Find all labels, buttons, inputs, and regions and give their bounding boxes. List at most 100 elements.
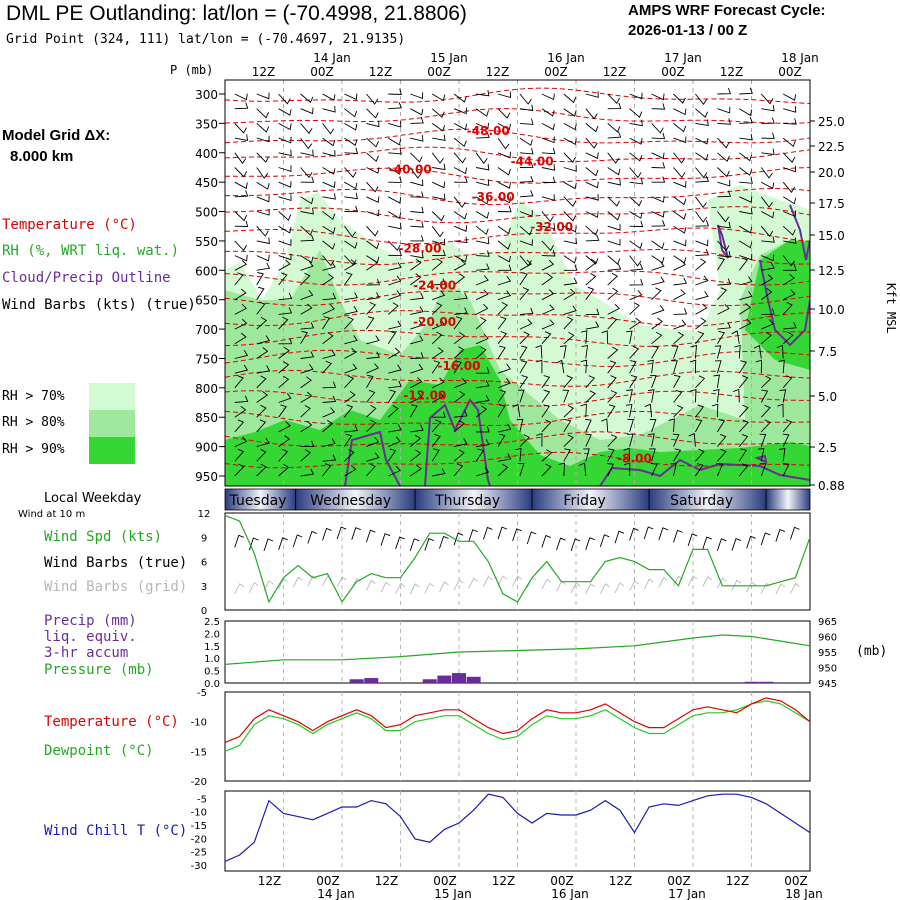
wind-barb: [344, 335, 358, 345]
wind-barb: [541, 319, 555, 330]
top-hour-label: 00Z: [427, 65, 451, 79]
wind-barb: [782, 331, 794, 345]
pressure-tick-label: 965: [818, 617, 837, 628]
precip-bar: [452, 673, 466, 683]
wind-barb: [387, 448, 397, 462]
wind-barb: [585, 418, 592, 433]
surface-barb-grid: [599, 583, 610, 595]
wind-barb: [409, 152, 423, 163]
wind-barb: [366, 181, 379, 193]
wind-barb: [623, 462, 631, 477]
wind-barb: [519, 225, 533, 236]
wind-barb: [431, 347, 444, 359]
pressure-tick-label: 300: [195, 88, 218, 102]
wind-barb: [695, 331, 705, 345]
wind-barb: [536, 432, 543, 447]
wind-barb: [431, 123, 446, 132]
wind-barb: [670, 462, 677, 477]
wind-barb: [497, 301, 508, 315]
wind-barb: [607, 360, 617, 374]
isotherm-line: [225, 227, 810, 245]
wind-barb: [717, 87, 732, 95]
wind-barb: [256, 152, 269, 163]
precip-bar: [364, 678, 379, 683]
wind-barb: [388, 275, 402, 286]
wind-barb: [388, 465, 401, 477]
wind-tick-label: 3: [201, 582, 207, 593]
height-tick-label: 17.5: [818, 197, 845, 211]
pressure-tick-label: 955: [818, 648, 837, 659]
pressure-tick-label: 600: [195, 264, 218, 278]
wind-barb: [366, 389, 376, 403]
wind-tick-label: 6: [201, 558, 207, 569]
rh70-swatch: [89, 383, 135, 410]
wind-barb: [695, 211, 708, 223]
wind-barb: [432, 411, 446, 418]
wind-barb: [476, 394, 490, 403]
wind-barb: [695, 137, 709, 145]
wind-barb: [783, 118, 797, 125]
wind-barb: [629, 263, 644, 271]
wind-barb: [410, 273, 422, 286]
forecast-cycle-value: 2026-01-13 / 00 Z: [628, 22, 748, 39]
wind-barb: [256, 123, 270, 133]
wind-barb: [432, 468, 446, 477]
wind-barb: [585, 194, 599, 201]
wind-barb: [739, 207, 753, 215]
pressure-tick-label: 900: [195, 441, 218, 455]
wind-barb: [717, 221, 731, 229]
wind-barb: [649, 419, 657, 433]
pressure-unit-right: (mb): [856, 644, 888, 659]
legend-temperature: Temperature (°C): [2, 217, 137, 233]
wind-barb: [717, 167, 730, 178]
wind-barb: [431, 302, 443, 315]
wind-barb: [585, 137, 598, 149]
wind-barb: [410, 179, 424, 187]
wind-barb: [760, 167, 773, 179]
surface-barb-true: [731, 537, 742, 551]
wind-barb: [476, 367, 490, 374]
wind-barb: [300, 468, 315, 477]
top-date-label: 15 Jan: [430, 51, 468, 65]
wind-barb: [388, 302, 399, 315]
surface-barb-true: [292, 534, 303, 548]
wind-barb: [344, 181, 358, 190]
wind-barb: [651, 210, 665, 218]
forecast-cycle-label: AMPS WRF Forecast Cycle:: [628, 2, 826, 19]
wind-barb: [453, 390, 466, 403]
dewpoint-label: Dewpoint (°C): [44, 743, 154, 759]
temp-tick-label: -10: [191, 718, 207, 729]
wind-barb: [278, 123, 292, 131]
wind-barb: [739, 116, 753, 124]
wind-barb: [673, 331, 685, 345]
wind-barb: [497, 167, 511, 176]
wind-barb: [739, 240, 753, 249]
wind-barb: [256, 225, 269, 237]
precip-tick-label: 1.5: [204, 642, 220, 653]
wind-barb: [344, 424, 359, 433]
wind-barb: [607, 93, 620, 105]
wind-barb: [497, 345, 506, 359]
surface-barb-true: [643, 526, 654, 540]
wind-barb: [322, 181, 336, 188]
wind-barb: [387, 405, 399, 418]
top-date-label: 18 Jan: [781, 51, 819, 65]
isotherm-line: [225, 128, 810, 144]
wind-barb: [388, 347, 401, 359]
wind-barb: [278, 259, 291, 271]
wind-barb: [651, 240, 665, 250]
wind-speed-axis: 12 9 6 3 0: [198, 509, 211, 617]
wind-barb: [388, 120, 402, 128]
wind-barb: [783, 264, 797, 271]
wind-barb: [673, 289, 686, 301]
temperature-label: Temperature (°C): [44, 714, 179, 730]
wind-barb: [558, 462, 566, 477]
wind-barb: [278, 272, 288, 286]
wind-barb: [761, 132, 775, 139]
wind-barb: [759, 463, 767, 477]
surface-barb-true: [541, 534, 552, 548]
wind-barb: [300, 330, 309, 345]
wind-barb: [322, 316, 331, 330]
wind-barb: [519, 272, 528, 286]
